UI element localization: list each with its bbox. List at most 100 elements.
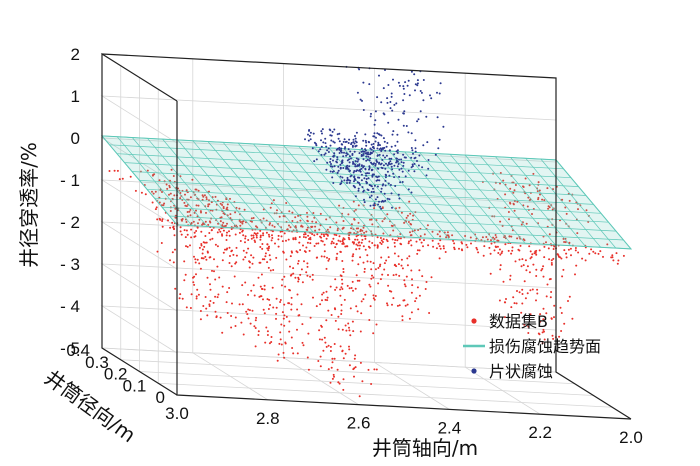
- point-dataset-b: [222, 205, 225, 208]
- point-dataset-b: [250, 289, 253, 292]
- point-flake-corrosion: [362, 81, 365, 84]
- point-dataset-b: [129, 175, 132, 178]
- point-dataset-b: [538, 249, 541, 252]
- point-dataset-b: [228, 287, 231, 289]
- point-flake-corrosion: [413, 162, 416, 165]
- point-dataset-b: [511, 249, 514, 252]
- point-dataset-b: [418, 269, 421, 272]
- point-dataset-b: [259, 229, 262, 232]
- point-dataset-b: [570, 254, 572, 257]
- point-dataset-b: [238, 207, 241, 210]
- point-dataset-b: [352, 289, 354, 292]
- point-dataset-b: [447, 236, 450, 238]
- point-dataset-b: [550, 291, 553, 293]
- point-dataset-b: [418, 238, 421, 241]
- point-dataset-b: [189, 244, 191, 247]
- point-dataset-b: [321, 299, 323, 302]
- point-dataset-b: [300, 303, 303, 306]
- point-dataset-b: [439, 247, 442, 250]
- point-dataset-b: [226, 206, 229, 209]
- point-dataset-b: [340, 303, 343, 306]
- point-flake-corrosion: [407, 169, 410, 172]
- trend-surface-line: [139, 180, 594, 205]
- point-dataset-b: [375, 323, 378, 326]
- point-flake-corrosion: [389, 101, 392, 103]
- point-dataset-b: [289, 255, 292, 258]
- point-dataset-b: [362, 298, 365, 301]
- point-dataset-b: [352, 368, 355, 371]
- point-dataset-b: [226, 291, 229, 294]
- point-flake-corrosion: [313, 141, 316, 144]
- point-dataset-b: [311, 278, 314, 281]
- point-dataset-b: [398, 274, 401, 277]
- point-flake-corrosion: [378, 179, 381, 182]
- point-dataset-b: [516, 200, 519, 203]
- point-dataset-b: [108, 170, 111, 172]
- point-dataset-b: [531, 288, 534, 291]
- point-dataset-b: [289, 265, 291, 268]
- point-flake-corrosion: [368, 83, 371, 86]
- point-dataset-b: [311, 233, 314, 236]
- legend-item-trend-surface: 损伤腐蚀趋势面: [463, 337, 601, 356]
- point-dataset-b: [173, 227, 175, 230]
- point-flake-corrosion: [380, 207, 383, 210]
- point-flake-corrosion: [373, 147, 375, 150]
- point-dataset-b: [194, 261, 197, 264]
- point-dataset-b: [305, 246, 308, 249]
- point-dataset-b: [292, 272, 295, 275]
- point-flake-corrosion: [324, 152, 327, 155]
- point-flake-corrosion: [389, 160, 392, 163]
- point-dataset-b: [260, 273, 263, 276]
- point-dataset-b: [225, 301, 228, 304]
- point-flake-corrosion: [400, 167, 403, 170]
- axis-line-side: [101, 52, 178, 396]
- point-dataset-b: [339, 250, 342, 253]
- point-dataset-b: [199, 267, 202, 270]
- point-flake-corrosion: [362, 158, 365, 161]
- point-flake-corrosion: [321, 132, 323, 135]
- point-dataset-b: [294, 216, 297, 219]
- point-dataset-b: [503, 316, 506, 319]
- point-dataset-b: [335, 234, 338, 237]
- point-dataset-b: [221, 224, 224, 227]
- point-dataset-b: [235, 206, 238, 209]
- point-flake-corrosion: [398, 175, 401, 178]
- point-flake-corrosion: [427, 167, 430, 170]
- point-flake-corrosion: [340, 151, 343, 154]
- point-flake-corrosion: [402, 99, 405, 102]
- point-dataset-b: [543, 256, 546, 259]
- point-dataset-b: [228, 230, 230, 233]
- point-flake-corrosion: [388, 157, 391, 160]
- point-dataset-b: [172, 175, 175, 177]
- point-dataset-b: [348, 234, 351, 237]
- point-dataset-b: [476, 248, 479, 251]
- point-dataset-b: [353, 357, 356, 360]
- point-dataset-b: [161, 220, 164, 222]
- point-dataset-b: [331, 361, 334, 364]
- point-dataset-b: [342, 388, 345, 391]
- point-dataset-b: [323, 250, 326, 253]
- point-flake-corrosion: [346, 178, 349, 181]
- point-flake-corrosion: [420, 91, 423, 94]
- point-flake-corrosion: [352, 171, 355, 174]
- point-dataset-b: [233, 275, 236, 278]
- point-dataset-b: [280, 235, 283, 238]
- point-flake-corrosion: [339, 183, 342, 186]
- point-flake-corrosion: [382, 164, 385, 167]
- point-dataset-b: [285, 239, 287, 242]
- point-dataset-b: [189, 214, 192, 217]
- point-flake-corrosion: [354, 195, 357, 198]
- point-dataset-b: [325, 319, 328, 322]
- point-dataset-b: [548, 258, 551, 261]
- point-flake-corrosion: [350, 142, 353, 144]
- point-dataset-b: [250, 217, 253, 220]
- point-dataset-b: [392, 274, 395, 277]
- point-dataset-b: [397, 255, 400, 258]
- point-dataset-b: [323, 255, 326, 258]
- point-dataset-b: [335, 242, 338, 245]
- point-dataset-b: [230, 326, 233, 329]
- point-dataset-b: [453, 242, 456, 245]
- point-dataset-b: [372, 332, 375, 335]
- point-dataset-b: [348, 345, 350, 348]
- point-dataset-b: [204, 220, 207, 223]
